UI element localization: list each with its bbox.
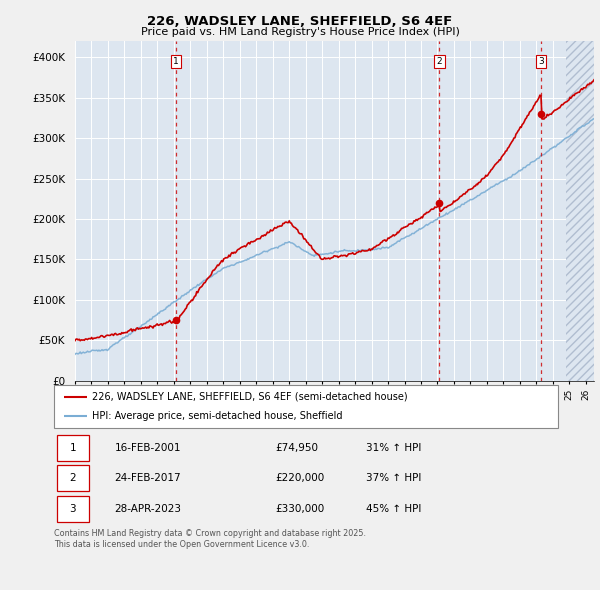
Text: Contains HM Land Registry data © Crown copyright and database right 2025.
This d: Contains HM Land Registry data © Crown c… xyxy=(54,529,366,549)
Text: 24-FEB-2017: 24-FEB-2017 xyxy=(115,473,181,483)
Text: 31% ↑ HPI: 31% ↑ HPI xyxy=(367,442,422,453)
Text: 37% ↑ HPI: 37% ↑ HPI xyxy=(367,473,422,483)
Text: 226, WADSLEY LANE, SHEFFIELD, S6 4EF: 226, WADSLEY LANE, SHEFFIELD, S6 4EF xyxy=(148,15,452,28)
Text: 28-APR-2023: 28-APR-2023 xyxy=(115,504,181,514)
Text: 2: 2 xyxy=(70,473,76,483)
Text: 3: 3 xyxy=(538,57,544,66)
Text: Price paid vs. HM Land Registry's House Price Index (HPI): Price paid vs. HM Land Registry's House … xyxy=(140,27,460,37)
Text: 3: 3 xyxy=(70,504,76,514)
Text: 1: 1 xyxy=(173,57,179,66)
Text: £74,950: £74,950 xyxy=(276,442,319,453)
FancyBboxPatch shape xyxy=(56,466,89,491)
Text: £330,000: £330,000 xyxy=(276,504,325,514)
Text: HPI: Average price, semi-detached house, Sheffield: HPI: Average price, semi-detached house,… xyxy=(92,411,342,421)
Text: 1: 1 xyxy=(70,442,76,453)
FancyBboxPatch shape xyxy=(54,385,558,428)
FancyBboxPatch shape xyxy=(56,496,89,522)
Text: 2: 2 xyxy=(437,57,442,66)
Text: 226, WADSLEY LANE, SHEFFIELD, S6 4EF (semi-detached house): 226, WADSLEY LANE, SHEFFIELD, S6 4EF (se… xyxy=(92,392,407,402)
FancyBboxPatch shape xyxy=(56,435,89,461)
Text: 45% ↑ HPI: 45% ↑ HPI xyxy=(367,504,422,514)
Text: 16-FEB-2001: 16-FEB-2001 xyxy=(115,442,181,453)
Text: £220,000: £220,000 xyxy=(276,473,325,483)
